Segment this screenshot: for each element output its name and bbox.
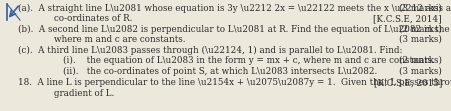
Text: (b).  A second line L\u2082 is perpendicular to L\u2081 at R. Find the equation : (b). A second line L\u2082 is perpendicu…	[18, 25, 451, 34]
Text: (a).  A straight line L\u2081 whose equation is 3y \u2212 2x = \u22122 meets the: (a). A straight line L\u2081 whose equat…	[18, 4, 451, 13]
Text: (c).  A third line L\u2083 passes through (\u22124, 1) and is parallel to L\u208: (c). A third line L\u2083 passes through…	[18, 46, 403, 55]
Text: (3 marks): (3 marks)	[399, 67, 442, 76]
Text: (2 marks): (2 marks)	[399, 56, 442, 65]
Text: [K.C.S.E, 2015]: [K.C.S.E, 2015]	[373, 78, 442, 87]
Text: 18.  A line L is perpendicular to the line \u2154x + \u2075\u2087y = 1.  Given t: 18. A line L is perpendicular to the lin…	[18, 78, 451, 87]
Text: [K.C.S.E, 2014]: [K.C.S.E, 2014]	[373, 14, 442, 23]
Text: (ii).   the co-ordinates of point S, at which L\u2083 intersects L\u2082.: (ii). the co-ordinates of point S, at wh…	[41, 67, 377, 76]
Text: gradient of L.: gradient of L.	[32, 89, 114, 98]
Text: (3 marks): (3 marks)	[399, 4, 442, 13]
Text: (i).    the equation of L\u2083 in the form y = mx + c, where m and c are consta: (i). the equation of L\u2083 in the form…	[41, 56, 434, 65]
Text: (3 marks): (3 marks)	[399, 35, 442, 44]
Text: where m and c are constants.: where m and c are constants.	[32, 35, 185, 44]
Text: co-ordinates of R.: co-ordinates of R.	[32, 14, 132, 23]
Text: (2 marks): (2 marks)	[399, 25, 442, 34]
